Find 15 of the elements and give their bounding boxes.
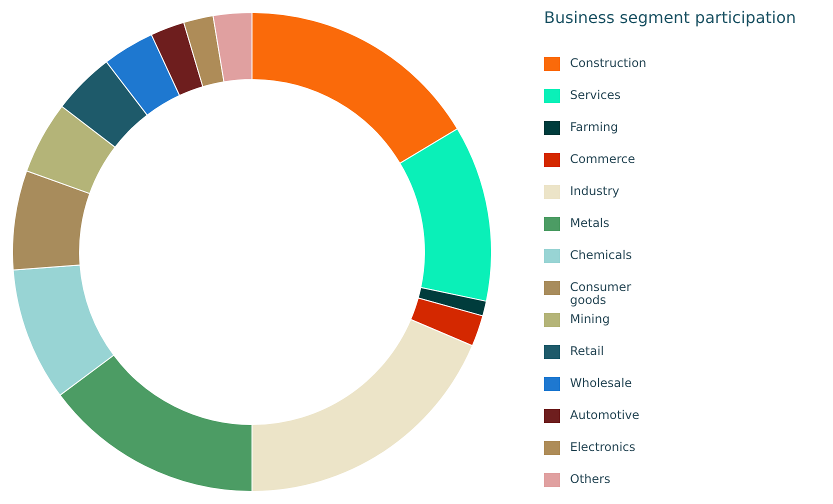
legend-label: Retail — [570, 344, 605, 358]
legend-label: Commerce — [570, 152, 636, 166]
legend-label: Metals — [570, 216, 610, 230]
legend-label: Mining — [570, 312, 611, 326]
legend-label: Consumer goods — [570, 280, 632, 307]
legend-label: Chemicals — [570, 248, 632, 262]
legend-label: Farming — [570, 120, 620, 134]
legend-label: Automotive — [570, 408, 640, 422]
legend-label: Construction — [570, 56, 646, 70]
legend-label: Electronics — [570, 440, 636, 454]
legend-label: Industry — [570, 184, 620, 198]
legend-title: Business segment participation — [544, 8, 798, 27]
legend-label: Wholesale — [570, 376, 632, 390]
legend-label: Others — [570, 472, 612, 486]
legend-label: Services — [570, 88, 622, 102]
